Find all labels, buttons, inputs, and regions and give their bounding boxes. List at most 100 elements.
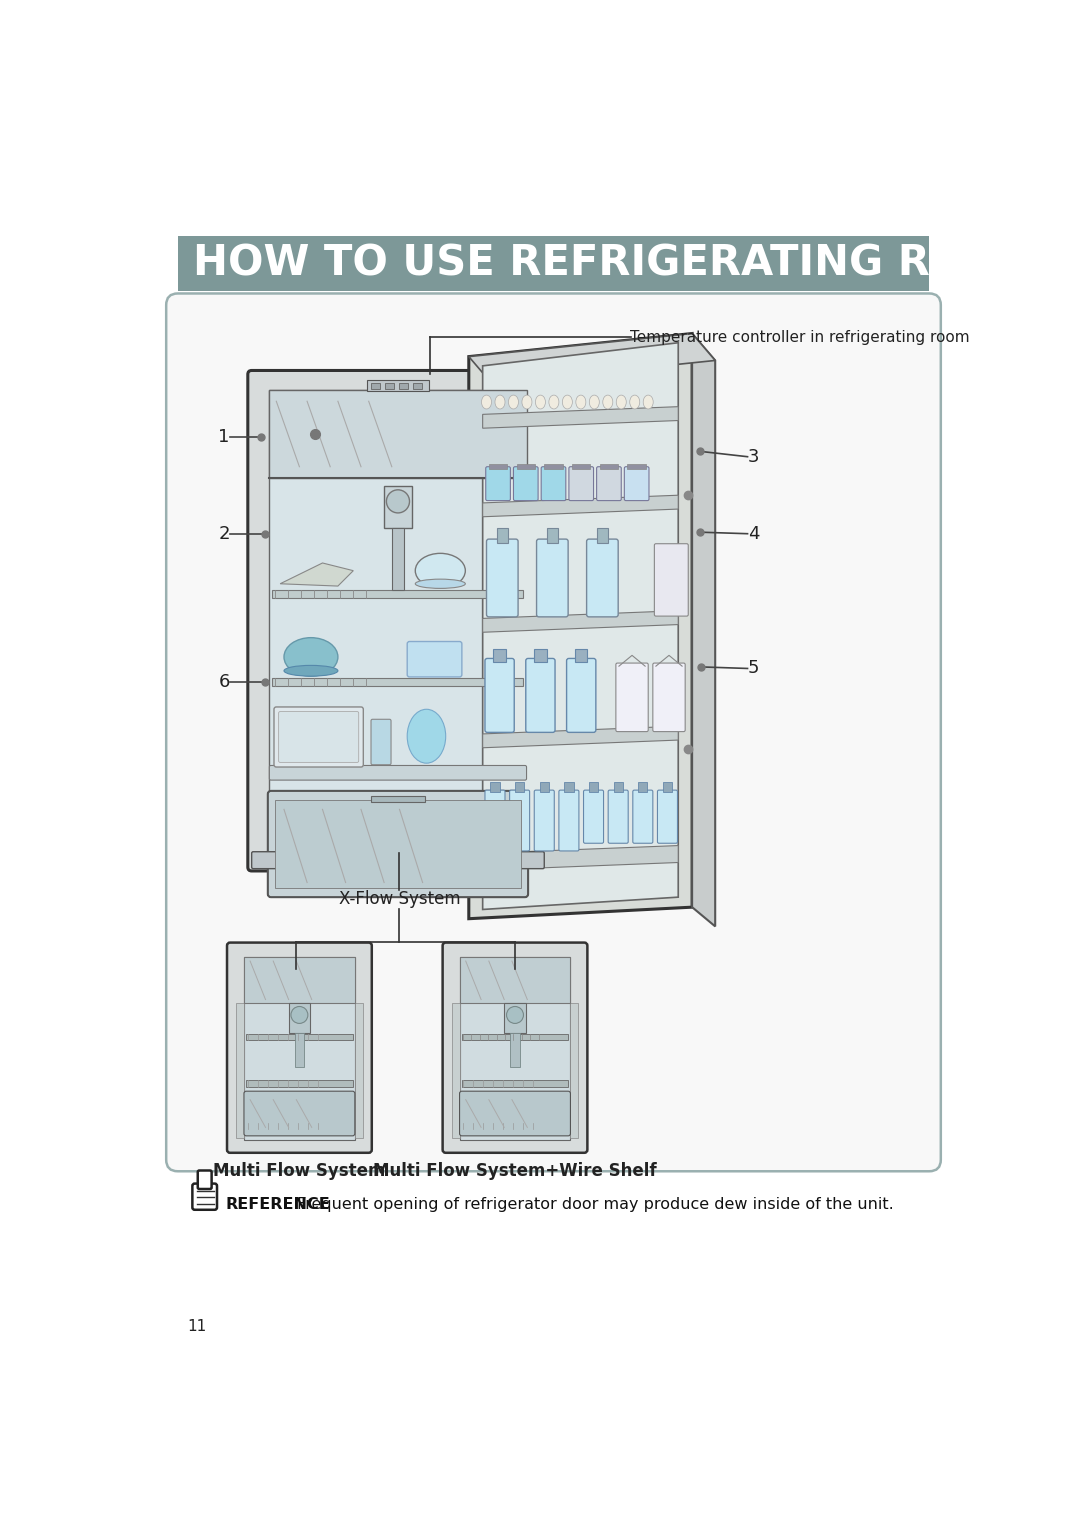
Text: HOW TO USE REFRIGERATING ROOM: HOW TO USE REFRIGERATING ROOM [193, 243, 1042, 284]
Bar [451, 1004, 460, 1138]
Text: 1: 1 [218, 428, 230, 446]
FancyBboxPatch shape [274, 707, 363, 767]
Ellipse shape [563, 396, 572, 410]
Polygon shape [483, 495, 678, 516]
Bar [178, 235, 929, 292]
Bar [460, 957, 570, 1140]
FancyBboxPatch shape [569, 466, 594, 501]
FancyBboxPatch shape [535, 790, 554, 851]
FancyBboxPatch shape [244, 1091, 355, 1135]
Bar [535, 649, 546, 662]
Polygon shape [483, 611, 678, 633]
Bar [613, 782, 623, 793]
Polygon shape [483, 406, 678, 428]
Bar [462, 1034, 568, 1041]
Text: Multi Flow System+Wire Shelf: Multi Flow System+Wire Shelf [374, 1163, 657, 1180]
FancyBboxPatch shape [407, 642, 462, 677]
Bar [490, 782, 500, 793]
FancyBboxPatch shape [624, 466, 649, 501]
Polygon shape [483, 845, 678, 871]
Text: Frequent opening of refrigerator door may produce dew inside of the unit.: Frequent opening of refrigerator door ma… [297, 1196, 894, 1212]
Ellipse shape [590, 396, 599, 410]
Bar [246, 1080, 352, 1086]
Text: REFERENCE: REFERENCE [226, 1196, 330, 1212]
Ellipse shape [617, 396, 626, 410]
Ellipse shape [630, 396, 639, 410]
Bar [515, 782, 524, 793]
Ellipse shape [549, 396, 558, 410]
Bar [244, 957, 355, 1140]
FancyBboxPatch shape [460, 1091, 570, 1135]
Text: 4: 4 [748, 524, 759, 542]
Text: Multi Flow System: Multi Flow System [213, 1163, 386, 1180]
Bar [272, 678, 524, 686]
FancyBboxPatch shape [279, 712, 359, 762]
Text: 5: 5 [748, 660, 759, 677]
Ellipse shape [522, 396, 532, 410]
Bar [494, 649, 505, 662]
Bar [564, 782, 573, 793]
FancyBboxPatch shape [616, 663, 648, 732]
Bar [589, 782, 598, 793]
FancyBboxPatch shape [654, 544, 688, 616]
FancyBboxPatch shape [558, 790, 579, 851]
Ellipse shape [291, 1007, 308, 1024]
Ellipse shape [284, 637, 338, 677]
Bar [413, 384, 422, 390]
Bar [570, 1004, 578, 1138]
Bar [384, 486, 411, 529]
Bar [627, 463, 646, 469]
Bar [504, 1004, 526, 1033]
Text: 3: 3 [748, 448, 759, 466]
Bar [288, 1004, 310, 1033]
FancyBboxPatch shape [586, 539, 618, 617]
Bar [540, 782, 549, 793]
FancyBboxPatch shape [252, 851, 544, 868]
Ellipse shape [482, 396, 491, 410]
Bar [460, 957, 570, 1004]
FancyBboxPatch shape [269, 766, 527, 781]
FancyBboxPatch shape [608, 790, 629, 843]
Bar [269, 390, 527, 851]
FancyBboxPatch shape [247, 370, 549, 871]
Bar [511, 1033, 519, 1068]
Bar [355, 1004, 363, 1138]
Bar [462, 1080, 568, 1086]
Bar [246, 1123, 352, 1129]
Bar [399, 384, 408, 390]
FancyBboxPatch shape [510, 790, 529, 851]
FancyBboxPatch shape [198, 1170, 212, 1189]
Text: 6: 6 [218, 674, 230, 691]
Polygon shape [469, 333, 715, 384]
FancyBboxPatch shape [166, 293, 941, 1172]
FancyBboxPatch shape [227, 943, 372, 1152]
Bar [462, 1123, 568, 1129]
Bar [497, 527, 508, 542]
Bar [372, 796, 424, 802]
Ellipse shape [576, 396, 585, 410]
Bar [237, 1004, 244, 1138]
FancyBboxPatch shape [486, 466, 511, 501]
FancyBboxPatch shape [485, 659, 514, 732]
Bar [663, 782, 672, 793]
Ellipse shape [603, 396, 612, 410]
Polygon shape [692, 333, 715, 926]
Ellipse shape [495, 396, 505, 410]
Bar [244, 957, 355, 1004]
FancyBboxPatch shape [526, 659, 555, 732]
Text: 2: 2 [218, 526, 230, 544]
Bar [372, 384, 380, 390]
Bar [489, 463, 508, 469]
Text: 11: 11 [188, 1319, 207, 1334]
Bar [572, 463, 591, 469]
Bar [575, 649, 588, 662]
Polygon shape [483, 726, 678, 747]
Bar [638, 782, 647, 793]
Bar [384, 384, 394, 390]
FancyBboxPatch shape [537, 539, 568, 617]
Ellipse shape [416, 553, 465, 588]
FancyBboxPatch shape [541, 466, 566, 501]
Text: Temperature controller in refrigerating room: Temperature controller in refrigerating … [631, 330, 970, 345]
Bar [392, 529, 404, 590]
FancyBboxPatch shape [596, 466, 621, 501]
